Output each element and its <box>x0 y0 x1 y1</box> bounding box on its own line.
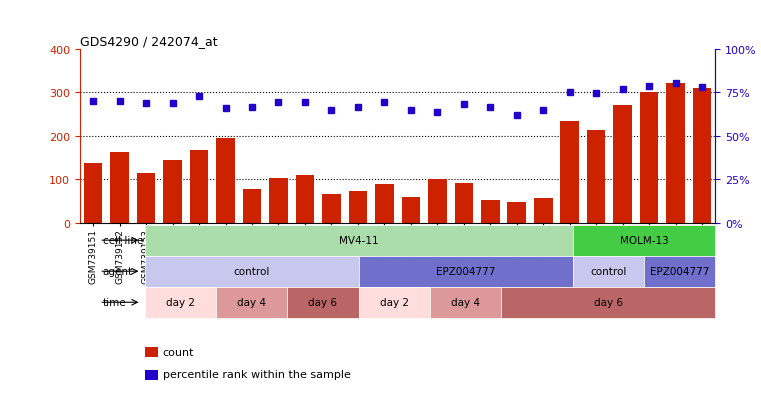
Text: day 4: day 4 <box>237 297 266 308</box>
Bar <box>640 93 658 223</box>
Bar <box>667 84 685 223</box>
Bar <box>349 191 367 223</box>
Bar <box>216 138 235 223</box>
Text: day 2: day 2 <box>380 297 409 308</box>
Bar <box>534 198 552 223</box>
Bar <box>572 256 644 287</box>
Bar <box>501 287 715 318</box>
Bar <box>243 189 261 223</box>
Bar <box>587 131 606 223</box>
Text: day 6: day 6 <box>594 297 622 308</box>
Bar <box>454 184 473 223</box>
Bar <box>84 163 103 223</box>
Bar <box>358 256 572 287</box>
Bar <box>216 287 287 318</box>
Bar <box>145 256 358 287</box>
Bar <box>428 180 447 223</box>
Text: percentile rank within the sample: percentile rank within the sample <box>163 370 351 380</box>
Text: EPZ004777: EPZ004777 <box>650 266 709 277</box>
Text: day 2: day 2 <box>166 297 195 308</box>
Text: MOLM-13: MOLM-13 <box>619 235 668 246</box>
Bar <box>296 176 314 223</box>
Text: time: time <box>103 297 126 308</box>
Bar <box>375 185 393 223</box>
Bar <box>693 89 712 223</box>
Bar <box>430 287 501 318</box>
Text: count: count <box>163 347 194 357</box>
Bar <box>481 200 499 223</box>
Bar <box>322 195 341 223</box>
Bar <box>189 151 209 223</box>
Bar <box>644 256 715 287</box>
Bar <box>145 287 216 318</box>
Bar <box>508 203 526 223</box>
Text: day 6: day 6 <box>308 297 337 308</box>
Bar <box>110 153 129 223</box>
Text: control: control <box>234 266 270 277</box>
Text: control: control <box>590 266 626 277</box>
Bar <box>287 287 358 318</box>
Bar <box>560 121 579 223</box>
Bar <box>572 225 715 256</box>
Text: cell line: cell line <box>103 235 143 246</box>
Bar <box>137 173 155 223</box>
Bar <box>164 161 182 223</box>
Text: GDS4290 / 242074_at: GDS4290 / 242074_at <box>80 36 218 48</box>
Bar <box>613 106 632 223</box>
Text: MV4-11: MV4-11 <box>339 235 378 246</box>
Bar <box>145 225 572 256</box>
Text: day 4: day 4 <box>451 297 480 308</box>
Bar <box>269 178 288 223</box>
Text: agent: agent <box>103 266 132 277</box>
Bar <box>402 198 420 223</box>
Bar <box>358 287 430 318</box>
Text: EPZ004777: EPZ004777 <box>436 266 495 277</box>
